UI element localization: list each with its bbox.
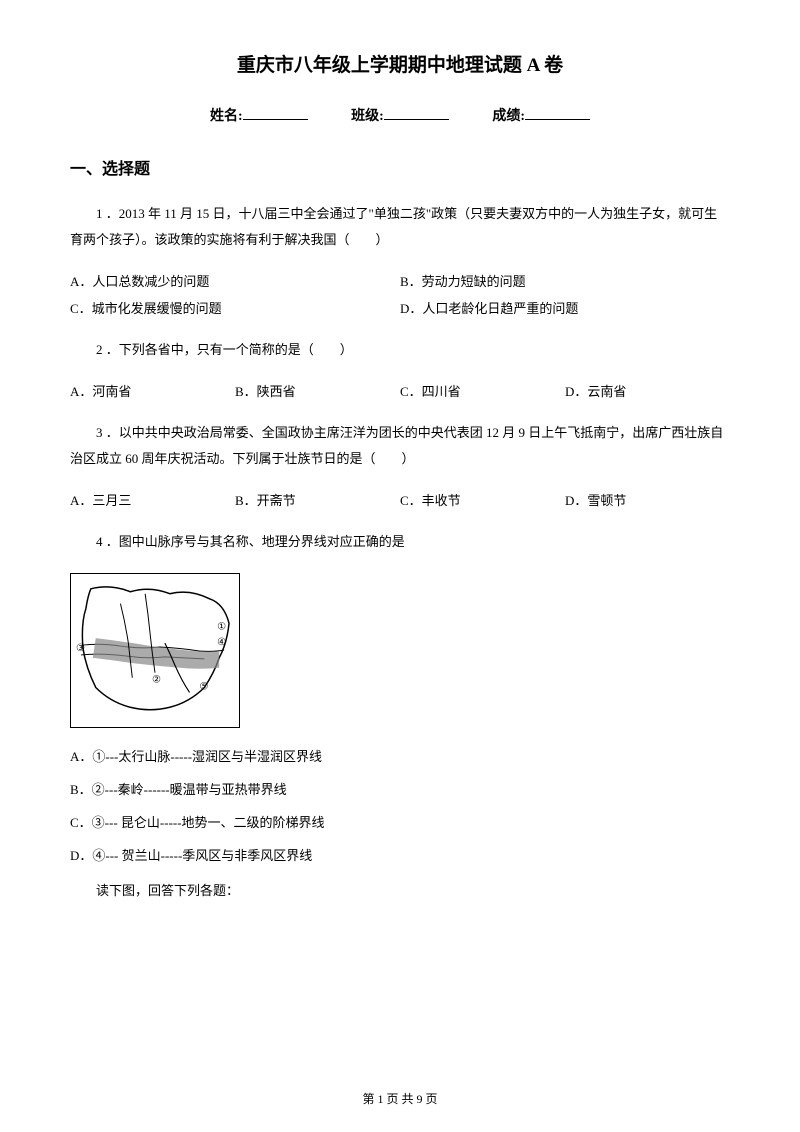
q1-option-d: D．人口老龄化日趋严重的问题 [400,298,730,317]
q3-option-d: D．雪顿节 [565,490,730,509]
section-title: 一、选择题 [70,155,730,179]
map-label-1: ① [217,621,226,632]
q2-option-b: B．陕西省 [235,381,400,400]
map-label-3: ③ [76,643,85,654]
q3-option-b: B．开斋节 [235,490,400,509]
question-3-options: A．三月三 B．开斋节 C．丰收节 D．雪顿节 [70,490,730,509]
student-info-line: 姓名: 班级: 成绩: [70,105,730,125]
exam-title: 重庆市八年级上学期期中地理试题 A 卷 [70,50,730,77]
q2-option-a: A．河南省 [70,381,235,400]
q4-option-b: B．②---秦岭------暖温带与亚热带界线 [70,779,730,798]
class-blank[interactable] [384,119,449,120]
question-1-options: A．人口总数减少的问题 B．劳动力短缺的问题 C．城市化发展缓慢的问题 D．人口… [70,271,730,317]
question-3-text: 3 ．以中共中央政治局常委、全国政协主席汪洋为团长的中央代表团 12 月 9 日… [70,420,730,472]
q2-option-d: D．云南省 [565,381,730,400]
name-blank[interactable] [243,119,308,120]
q1-option-c: C．城市化发展缓慢的问题 [70,298,400,317]
q4-option-d: D．④--- 贺兰山-----季风区与非季风区界线 [70,845,730,864]
map-label-2: ② [152,675,161,686]
q3-option-c: C．丰收节 [400,490,565,509]
page-footer: 第 1 页 共 9 页 [0,1090,800,1107]
map-label-5: ⑤ [199,681,208,692]
question-2-text: 2 ．下列各省中，只有一个简称的是（ ） [70,337,730,363]
q1-option-b: B．劳动力短缺的问题 [400,271,730,290]
q3-option-a: A．三月三 [70,490,235,509]
map-figure: ① ② ③ ④ ⑤ [70,573,240,728]
q2-option-c: C．四川省 [400,381,565,400]
question-2-options: A．河南省 B．陕西省 C．四川省 D．云南省 [70,381,730,400]
score-blank[interactable] [525,119,590,120]
class-label: 班级: [351,109,384,124]
name-label: 姓名: [210,109,243,124]
question-4-text: 4 ．图中山脉序号与其名称、地理分界线对应正确的是 [70,529,730,555]
q4-option-c: C．③--- 昆仑山-----地势一、二级的阶梯界线 [70,812,730,831]
question-1-text: 1 ．2013 年 11 月 15 日，十八届三中全会通过了"单独二孩"政策（只… [70,201,730,253]
score-label: 成绩: [492,109,525,124]
q4-option-a: A．①---太行山脉-----湿润区与半湿润区界线 [70,746,730,765]
question-5-text: 读下图，回答下列各题： [70,878,730,904]
q1-option-a: A．人口总数减少的问题 [70,271,400,290]
map-label-4: ④ [217,637,226,648]
china-map-svg: ① ② ③ ④ ⑤ [71,574,239,727]
